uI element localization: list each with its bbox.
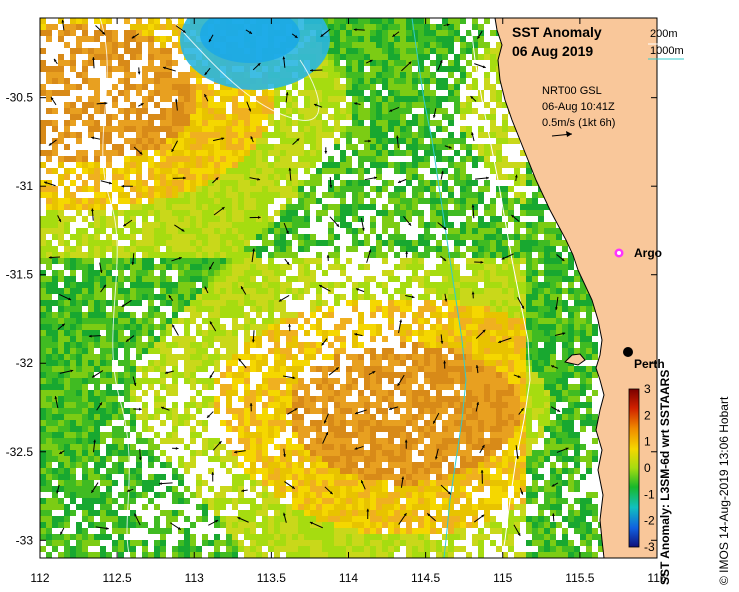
x-tick-label: 114.5 xyxy=(411,571,440,585)
colorbar-title: SST Anomaly: L3SM-6d wrt SSTAARS xyxy=(658,370,672,585)
current-time: 06-Aug 10:41Z xyxy=(542,101,615,113)
x-tick-label: 113 xyxy=(185,571,204,585)
y-tick-label: -32.5 xyxy=(6,445,34,459)
x-tick-label: 114 xyxy=(339,571,358,585)
current-source: NRT00 GSL xyxy=(542,85,602,97)
colorbar-tick-label: 2 xyxy=(644,408,651,422)
rottnest-island xyxy=(564,353,586,366)
contour-200m xyxy=(469,18,531,558)
current-arrows xyxy=(43,19,569,537)
colorbar-tick-label: 1 xyxy=(644,435,651,449)
x-axis: 112 112.5 113 113.5 114 114.5 115 115.5 116 xyxy=(30,18,667,585)
map-date: 06 Aug 2019 xyxy=(512,43,593,59)
x-tick-label: 112 xyxy=(30,571,49,585)
colorbar-ticks: 3 2 1 0 -1 -2 -3 xyxy=(644,382,655,554)
land-mass xyxy=(494,18,657,558)
contour-1000m xyxy=(411,18,467,558)
colorbar-tick-label: 3 xyxy=(644,382,651,396)
x-tick-label: 115 xyxy=(493,571,512,585)
credit-text: © IMOS 14-Aug-2019 13:06 Hobart xyxy=(717,396,731,585)
contour-legend-200: 200m xyxy=(650,28,678,40)
y-tick-label: -31 xyxy=(16,179,34,193)
contour-offshore-2 xyxy=(169,18,320,121)
current-scale-arrow xyxy=(551,131,573,137)
argo-label: Argo xyxy=(634,246,662,260)
x-tick-label: 116 xyxy=(647,571,666,585)
contour-legend-1000: 1000m xyxy=(650,45,684,57)
y-tick-label: -33 xyxy=(16,533,34,547)
map-title: SST Anomaly xyxy=(512,24,602,40)
colorbar-tick-label: -3 xyxy=(644,540,655,554)
colorbar-tick-label: -2 xyxy=(644,514,655,528)
cool-anomaly-core xyxy=(200,18,300,63)
y-tick-label: -31.5 xyxy=(6,268,34,282)
y-tick-label: -32 xyxy=(16,356,34,370)
colorbar-tick-label: 0 xyxy=(644,461,651,475)
y-axis: -30.5 -31 -31.5 -32 -32.5 -33 xyxy=(6,91,657,547)
x-tick-label: 112.5 xyxy=(103,571,132,585)
perth-marker[interactable] xyxy=(623,347,633,357)
current-scale: 0.5m/s (1kt 6h) xyxy=(542,117,615,129)
contour-offshore xyxy=(99,18,131,558)
x-tick-label: 115.5 xyxy=(565,571,594,585)
x-tick-label: 113.5 xyxy=(257,571,286,585)
colorbar-tick-label: -1 xyxy=(644,487,655,501)
y-tick-label: -30.5 xyxy=(6,91,34,105)
argo-marker[interactable] xyxy=(614,248,624,258)
perth-label: Perth xyxy=(634,357,665,371)
colorbar xyxy=(628,388,640,548)
sst-field xyxy=(40,18,657,558)
